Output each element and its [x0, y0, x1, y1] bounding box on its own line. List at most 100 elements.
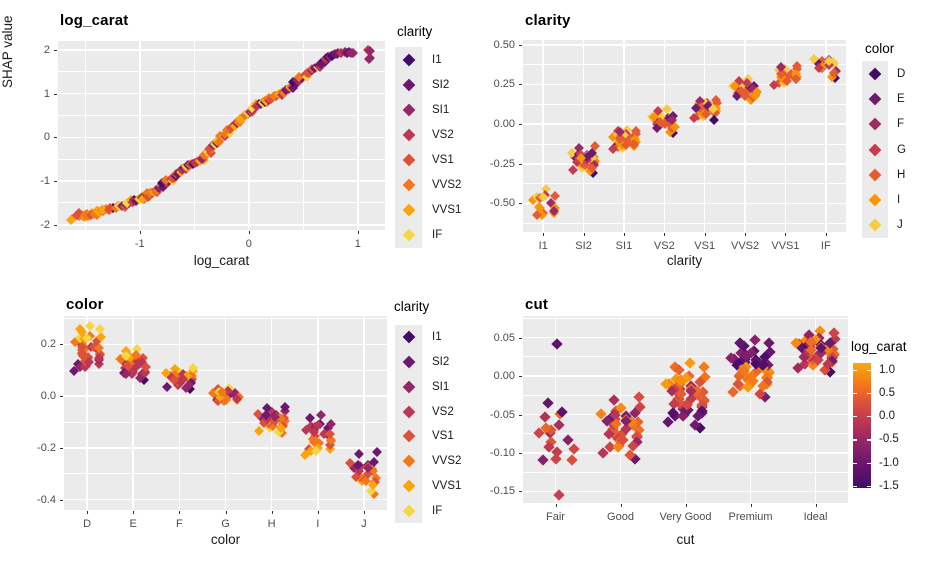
x-category-label: D	[83, 518, 92, 530]
x-axis-label-log-carat: log_carat	[193, 253, 250, 268]
y-axis-tick	[54, 224, 57, 226]
legend-item-label: IF	[432, 229, 443, 242]
legend-item-label: VS2	[432, 405, 454, 418]
colorbar-tick	[853, 369, 857, 372]
y-axis-tick	[519, 203, 522, 205]
y-tick-label: 0.2	[40, 338, 56, 351]
x-axis-tick	[745, 233, 747, 236]
gridline-major	[178, 316, 181, 510]
x-axis-label-cut: cut	[676, 532, 695, 547]
y-tick-label: -0.05	[489, 408, 515, 421]
x-category-label: IF	[820, 240, 831, 252]
legend-title-color: color	[865, 41, 895, 56]
plot-area-color	[64, 316, 387, 510]
y-tick-label: 0.0	[40, 390, 56, 403]
colorbar-tick	[867, 393, 871, 395]
panel-title-clarity: clarity	[525, 12, 571, 29]
colorbar-tick	[853, 462, 857, 464]
y-tick-label: 0	[43, 131, 50, 144]
legend-item-label: D	[897, 67, 906, 80]
x-category-label: SI1	[615, 240, 633, 252]
x-tick-label: -1	[134, 238, 145, 250]
legend-item-label: SI1	[432, 380, 450, 393]
gridline-minor	[58, 158, 385, 160]
gridline-major	[744, 40, 746, 232]
x-axis-tick	[685, 504, 687, 507]
legend-item-label: VVS1	[432, 204, 462, 217]
gridline-major	[132, 316, 134, 510]
x-axis-tick	[815, 504, 817, 507]
gridline-minor	[58, 202, 385, 204]
legend-item-label: VS1	[432, 430, 454, 443]
gridline-major	[58, 92, 385, 95]
diamond-data-point	[551, 338, 563, 351]
gridline-major	[523, 163, 846, 165]
legend-item-label: SI2	[432, 78, 450, 91]
colorbar-tick-label: 1.0	[879, 363, 895, 376]
legend-item-label: I1	[432, 53, 442, 66]
plot-area-cut	[523, 316, 848, 503]
x-axis-tick	[225, 511, 227, 514]
y-tick-label: -0.10	[489, 446, 515, 459]
x-tick-label: 0	[245, 238, 252, 250]
y-axis-tick	[54, 137, 57, 139]
x-category-label: VS2	[653, 240, 675, 252]
legend-item-label: VVS1	[432, 479, 462, 492]
y-axis-tick	[54, 49, 57, 51]
legend-title-log-carat: log_carat	[851, 339, 907, 354]
y-axis-tick	[60, 344, 63, 346]
gridline-major	[554, 316, 557, 503]
colorbar-tick	[867, 462, 871, 464]
log-carat-colorbar	[853, 363, 871, 488]
gridline-major	[523, 44, 846, 46]
y-axis-tick	[519, 124, 522, 126]
y-tick-label: -0.4	[37, 493, 56, 506]
colorbar-tick	[867, 485, 871, 487]
x-axis-tick	[664, 233, 666, 236]
x-axis-tick	[271, 511, 273, 514]
legend-item-label: IF	[432, 504, 443, 517]
gridline-major	[523, 83, 846, 86]
x-axis-label-color: color	[210, 532, 241, 547]
colorbar-tick-label: 0.0	[879, 410, 895, 423]
x-category-label: Premium	[728, 511, 773, 523]
gridline-major	[139, 41, 141, 230]
x-category-label: I1	[538, 240, 548, 252]
x-axis-tick	[133, 511, 135, 514]
plot-area-clarity	[523, 40, 846, 232]
legend-item-label: H	[897, 168, 906, 181]
gridline-major	[357, 41, 359, 230]
gridline-minor	[58, 114, 385, 116]
y-tick-label: -0.50	[489, 197, 515, 210]
y-axis-tick	[519, 491, 522, 493]
y-tick-label: 2	[43, 43, 50, 56]
diamond-data-point	[537, 454, 549, 466]
gridline-major	[825, 40, 827, 232]
x-axis-tick	[87, 511, 89, 514]
legend-item-label: VS1	[432, 154, 454, 167]
y-tick-label: 0.00	[493, 118, 515, 131]
legend-item-label: VVS2	[432, 179, 462, 192]
x-axis-tick	[620, 504, 622, 507]
x-axis-tick	[357, 231, 359, 234]
x-category-label: Fair	[546, 511, 565, 523]
gridline-major	[523, 202, 846, 205]
diamond-data-point	[763, 337, 775, 349]
colorbar-tick	[853, 416, 857, 418]
y-axis-tick	[519, 414, 522, 416]
y-tick-label: -0.2	[37, 441, 56, 454]
x-axis-tick	[785, 233, 787, 236]
x-axis-tick	[555, 504, 557, 507]
gridline-major	[58, 180, 385, 182]
x-axis-tick	[179, 511, 181, 514]
y-axis-tick	[60, 447, 63, 449]
plot-area-log-carat	[58, 41, 385, 230]
y-axis-tick	[519, 452, 522, 454]
y-axis-tick	[54, 181, 57, 182]
gridline-major	[749, 316, 752, 503]
x-category-label: Very Good	[659, 511, 712, 523]
gridline-minor	[523, 64, 846, 65]
x-category-label: Good	[607, 511, 634, 523]
gridline-minor	[58, 71, 385, 73]
legend-item-label: VS2	[432, 128, 454, 141]
